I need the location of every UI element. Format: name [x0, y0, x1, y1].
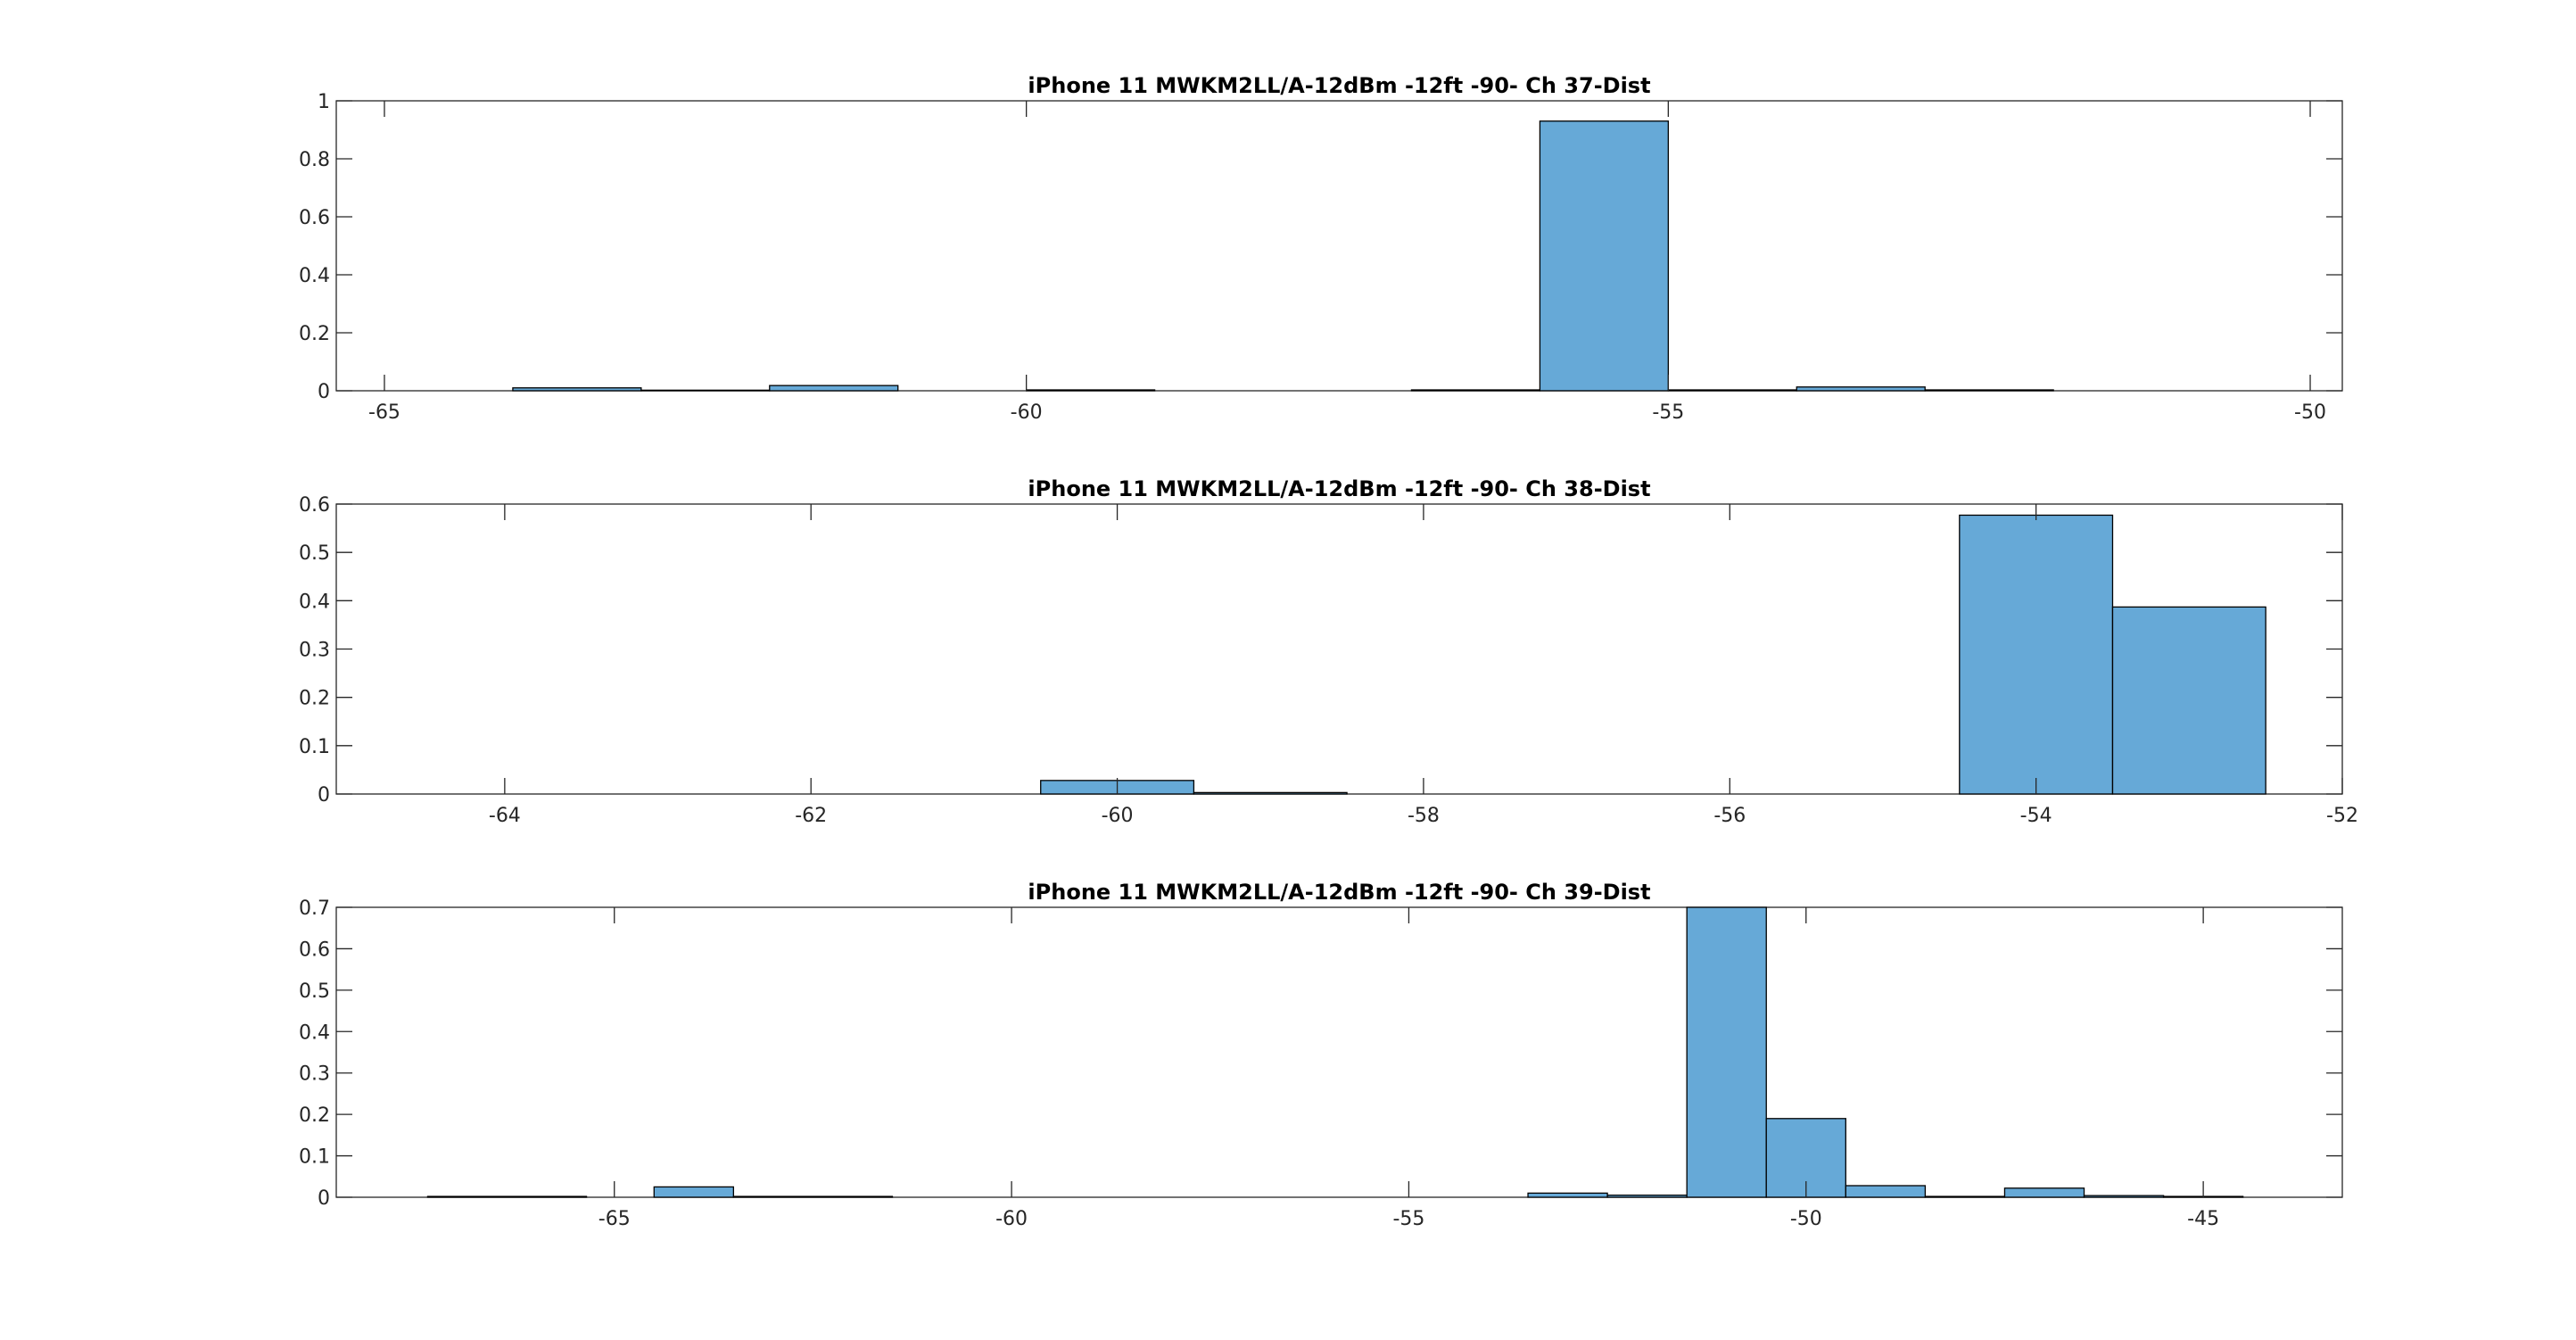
y-tick-label: 0.4 [299, 1022, 330, 1044]
y-tick-label: 0.1 [299, 736, 330, 758]
x-tick-label: -65 [599, 1208, 631, 1230]
y-tick-label: 0.2 [299, 323, 330, 345]
y-tick-label: 0.5 [299, 542, 330, 565]
y-tick-label: 0.4 [299, 591, 330, 613]
x-tick-label: -65 [368, 401, 400, 424]
y-tick-label: 0.8 [299, 149, 330, 171]
histogram-bar [1959, 514, 2114, 795]
histogram-bar [426, 1195, 588, 1198]
y-tick-label: 0.6 [299, 939, 330, 961]
histogram-bar [2003, 1187, 2085, 1198]
histogram-bar [769, 385, 899, 392]
histogram-bar [1606, 1195, 1688, 1198]
histogram-bar [653, 1186, 734, 1198]
y-tick-label: 0.6 [299, 494, 330, 517]
histogram-bar [1539, 120, 1669, 392]
histogram-bar [2111, 606, 2266, 795]
histogram-panel-3: -65 -60 -55 -50 -45 0 0.1 0.2 0.3 0.4 0.5 0.6 0.7 iPh… [299, 880, 2343, 1230]
histogram-bar [1845, 1185, 1927, 1198]
y-tick-label: 0.7 [299, 897, 330, 920]
y-tick-label: 1 [318, 91, 330, 113]
x-tick-label: -56 [1713, 805, 1746, 827]
x-tick-label: -55 [1392, 1208, 1424, 1230]
y-tick-label: 0.6 [299, 207, 330, 229]
histogram-bar [2083, 1195, 2165, 1198]
y-tick-label: 0.2 [299, 1104, 330, 1127]
chart-title: iPhone 11 MWKM2LL/A-12dBm -12ft -90- Ch … [1028, 880, 1650, 905]
x-tick-label: -60 [1102, 805, 1134, 827]
x-tick-label: -60 [1011, 401, 1043, 424]
y-tick-label: 0.1 [299, 1146, 330, 1169]
axes-box [335, 906, 2343, 1198]
x-tick-label: -50 [1790, 1208, 1822, 1230]
histogram-bar [1924, 389, 2054, 392]
x-tick-label: -62 [795, 805, 827, 827]
histogram-bar [1527, 1192, 1608, 1198]
histogram-bar [640, 389, 771, 392]
chart-title: iPhone 11 MWKM2LL/A-12dBm -12ft -90- Ch … [1028, 476, 1650, 501]
y-tick-label: 0.2 [299, 688, 330, 710]
x-tick-label: -60 [995, 1208, 1028, 1230]
x-tick-label: -52 [2326, 805, 2358, 827]
histogram-bar [512, 387, 642, 392]
y-tick-label: 0 [318, 1187, 330, 1210]
x-tick-label: -64 [489, 805, 521, 827]
x-tick-label: -45 [2187, 1208, 2219, 1230]
axes-box [335, 100, 2343, 392]
histogram-bar [1410, 389, 1541, 392]
histogram-panel-2: -64 -62 -60 -58 -56 -54 -52 0 0.1 0.2 0.3 0.4 0.5 0.6… [299, 476, 2358, 827]
x-tick-label: -54 [2020, 805, 2052, 827]
histogram-bar [1193, 791, 1348, 795]
y-tick-label: 0.3 [299, 640, 330, 662]
histogram-bar [1026, 389, 1156, 392]
x-tick-label: -55 [1652, 401, 1684, 424]
histogram-bar [1686, 906, 1767, 1198]
y-tick-label: 0 [318, 784, 330, 806]
y-tick-label: 0.5 [299, 980, 330, 1003]
x-tick-label: -58 [1408, 805, 1440, 827]
chart-title: iPhone 11 MWKM2LL/A-12dBm -12ft -90- Ch … [1028, 73, 1650, 98]
histogram-bar [1924, 1195, 2006, 1198]
histogram-bar [1667, 389, 1797, 392]
y-tick-label: 0 [318, 381, 330, 403]
y-tick-label: 0.3 [299, 1063, 330, 1086]
y-tick-label: 0.4 [299, 265, 330, 287]
histogram-panel-1: -65 -60 -55 -50 0 0.2 0.4 0.6 0.8 1 iPhone 11 MWKM… [299, 73, 2343, 424]
histogram-bar [1796, 386, 1926, 392]
histogram-bar [732, 1195, 894, 1198]
x-tick-label: -50 [2294, 401, 2326, 424]
